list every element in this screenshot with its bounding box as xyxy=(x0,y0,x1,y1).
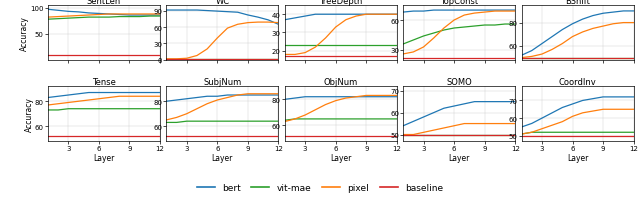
X-axis label: Layer: Layer xyxy=(567,153,588,162)
Y-axis label: Accuracy: Accuracy xyxy=(20,16,29,51)
Title: TreeDepth: TreeDepth xyxy=(319,0,362,6)
X-axis label: Layer: Layer xyxy=(93,153,115,162)
Title: SentLen: SentLen xyxy=(87,0,121,6)
Title: SubjNum: SubjNum xyxy=(204,78,241,87)
Title: CoordInv: CoordInv xyxy=(559,78,596,87)
X-axis label: Layer: Layer xyxy=(449,153,470,162)
X-axis label: Layer: Layer xyxy=(212,153,233,162)
Title: TopConst: TopConst xyxy=(440,0,478,6)
Legend: bert, vit-mae, pixel, baseline: bert, vit-mae, pixel, baseline xyxy=(193,179,447,196)
Title: WC: WC xyxy=(215,0,230,6)
Title: ObjNum: ObjNum xyxy=(324,78,358,87)
Title: BShift: BShift xyxy=(565,0,590,6)
Y-axis label: Accuracy: Accuracy xyxy=(24,97,33,132)
Title: Tense: Tense xyxy=(92,78,116,87)
Title: SOMO: SOMO xyxy=(446,78,472,87)
X-axis label: Layer: Layer xyxy=(330,153,351,162)
